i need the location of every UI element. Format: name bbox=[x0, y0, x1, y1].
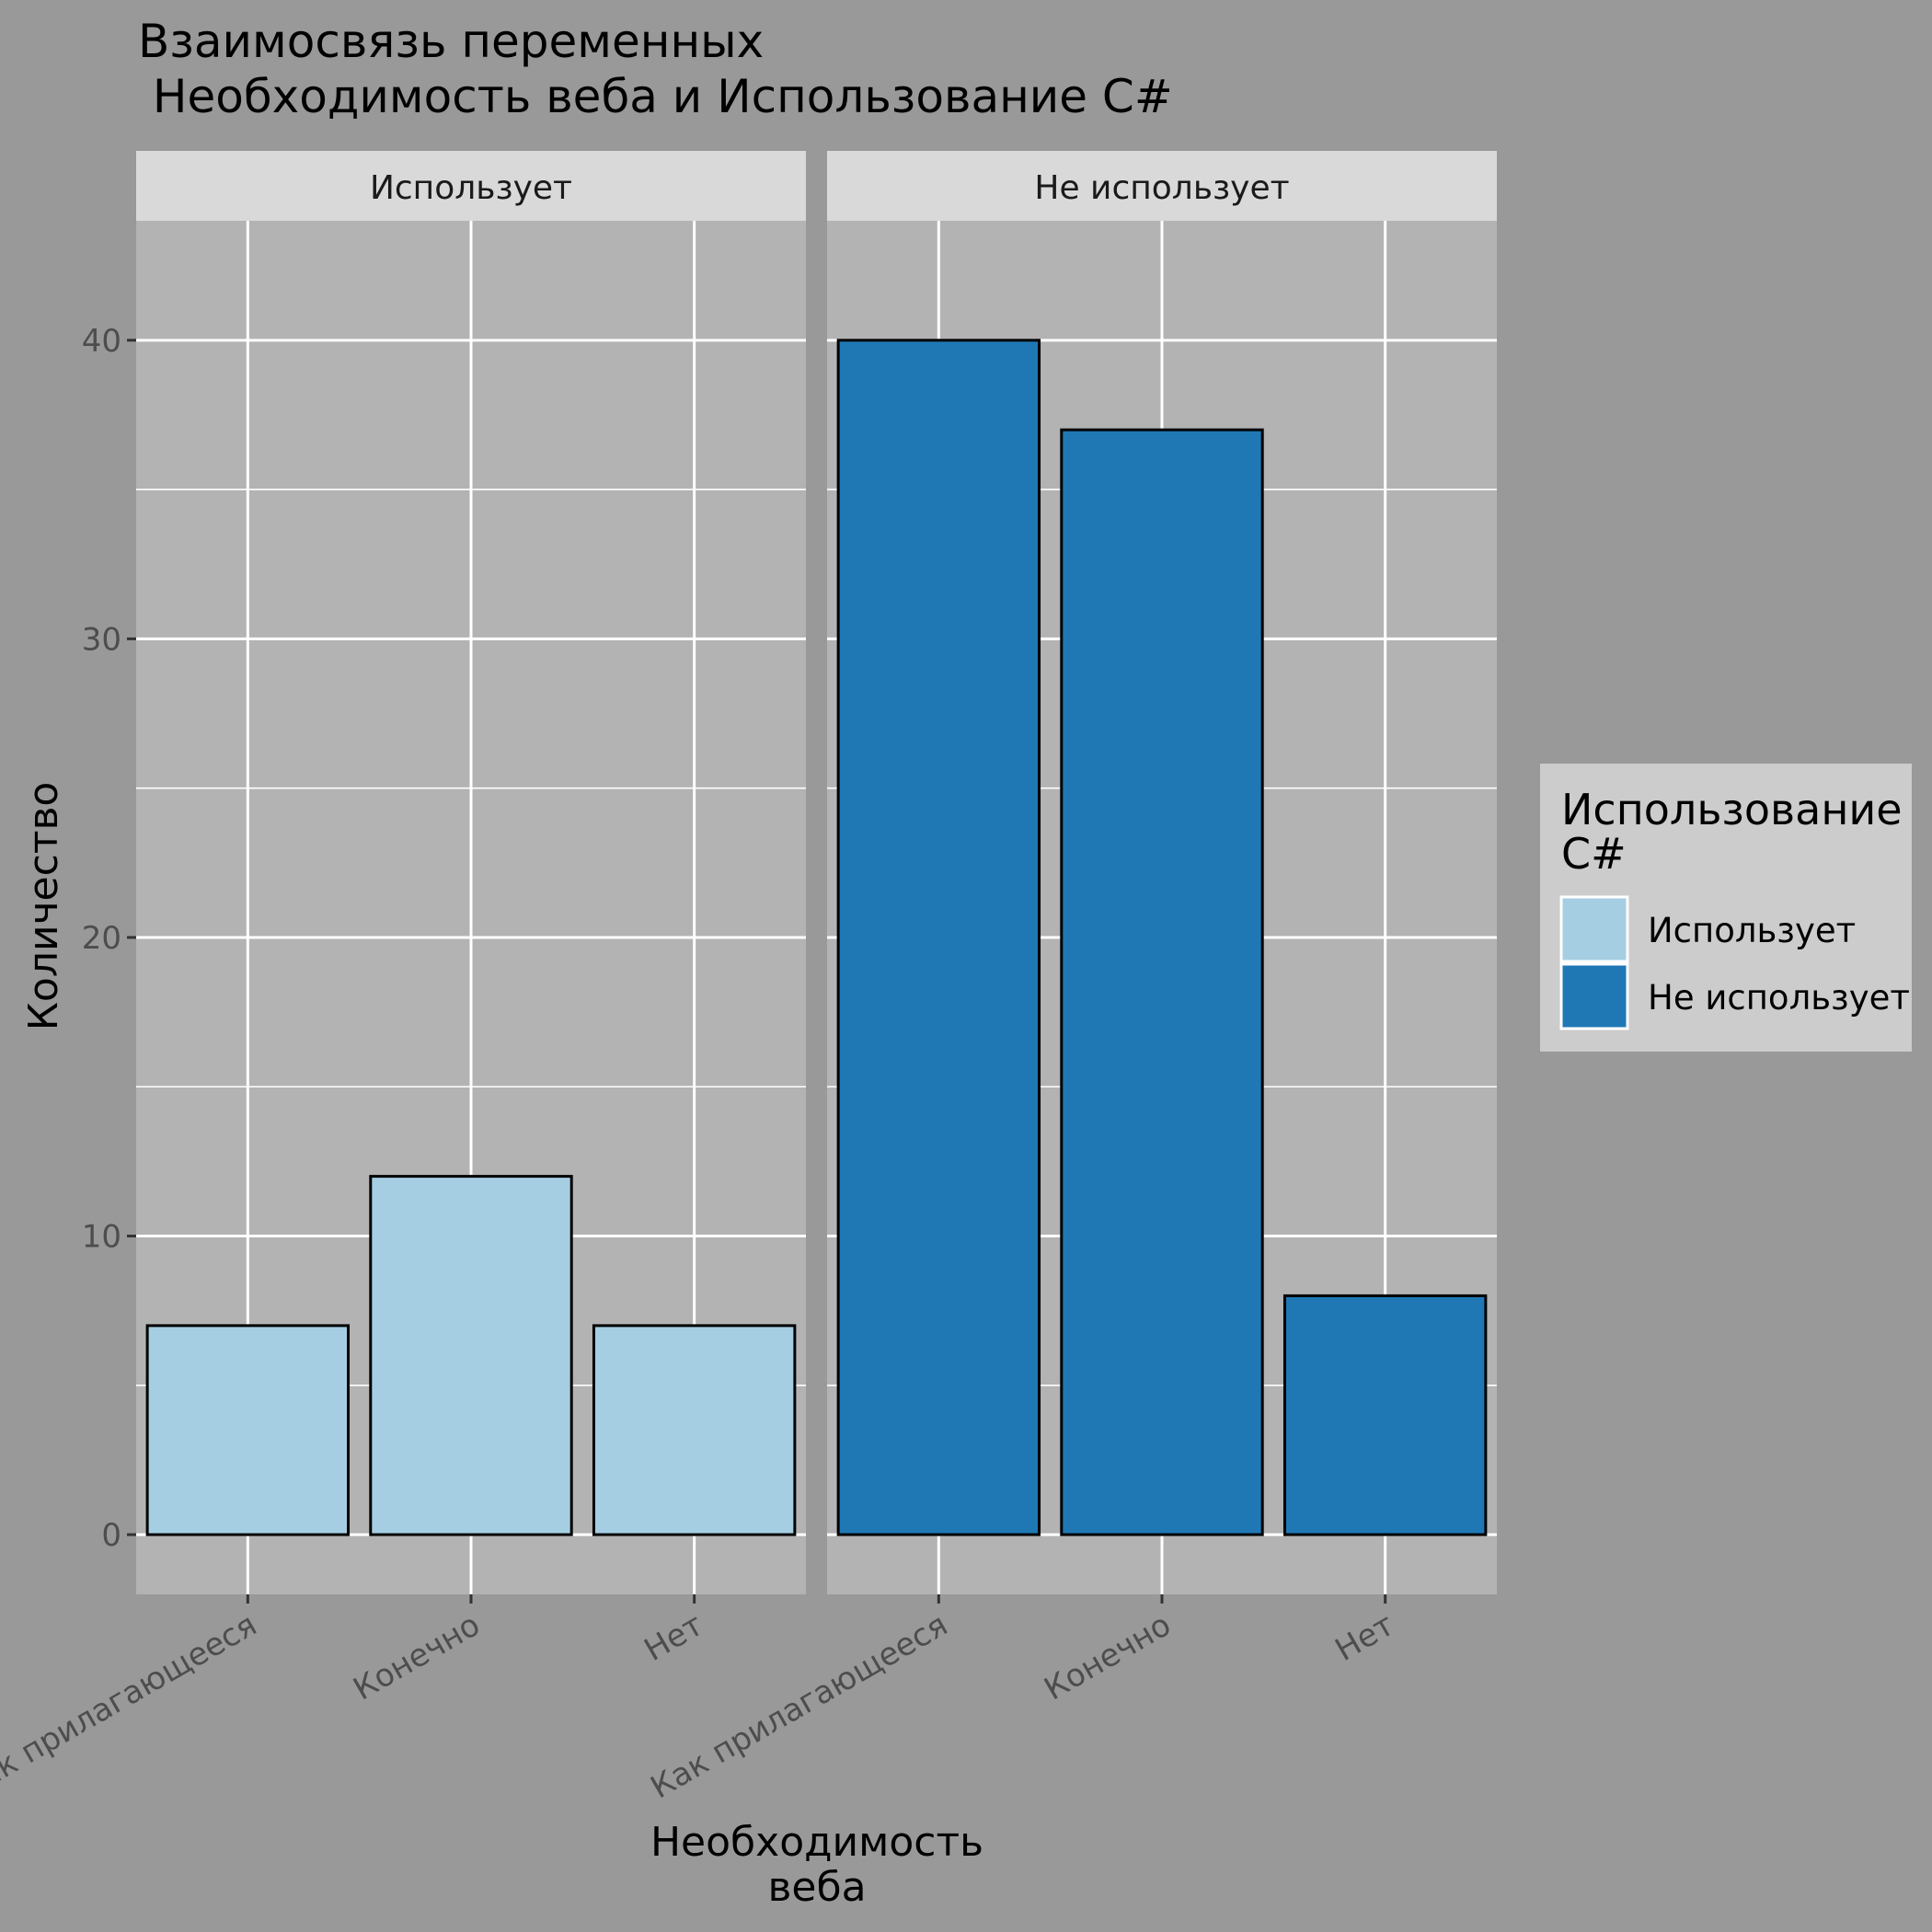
legend-title-line1: Использование bbox=[1561, 785, 1903, 834]
bar-1-1 bbox=[1060, 428, 1264, 1536]
bar-0-0 bbox=[145, 1324, 351, 1536]
legend-title-line2: C# bbox=[1561, 829, 1627, 879]
y-tick-label: 20 bbox=[82, 920, 121, 957]
chart-title-line2: Необходимость веба и Использование C# bbox=[138, 70, 1173, 123]
legend-label-ne-ispolzuet: Не использует bbox=[1648, 978, 1910, 1018]
legend: Использование C# Использует Не используе… bbox=[1540, 764, 1912, 1052]
bar-1-0 bbox=[836, 339, 1041, 1536]
facet-strip-label: Использует bbox=[370, 169, 572, 207]
bar-0-1 bbox=[369, 1175, 573, 1536]
y-tick-label: 0 bbox=[101, 1517, 121, 1554]
x-axis-title-line2: веба bbox=[767, 1864, 866, 1911]
chart-title-line1: Взаимосвязь переменных bbox=[138, 15, 764, 68]
legend-key-ispolzuet bbox=[1559, 895, 1629, 963]
y-tick-label: 10 bbox=[82, 1219, 121, 1256]
y-tick-label: 40 bbox=[82, 323, 121, 360]
facet-strip-label: Не использует bbox=[1034, 169, 1289, 207]
y-axis-title: Количество bbox=[20, 782, 67, 1031]
legend-key-ne-ispolzuet bbox=[1559, 962, 1629, 1030]
x-axis-title-line1: Необходимость bbox=[650, 1819, 983, 1866]
legend-label-ispolzuet: Использует bbox=[1648, 911, 1856, 950]
bar-0-2 bbox=[592, 1324, 797, 1536]
y-axis: 0 10 20 30 40 bbox=[82, 323, 136, 1554]
bar-1-2 bbox=[1282, 1294, 1488, 1536]
facet-strip bbox=[136, 151, 806, 221]
facet-strip bbox=[827, 151, 1497, 221]
y-tick-label: 30 bbox=[82, 621, 121, 658]
